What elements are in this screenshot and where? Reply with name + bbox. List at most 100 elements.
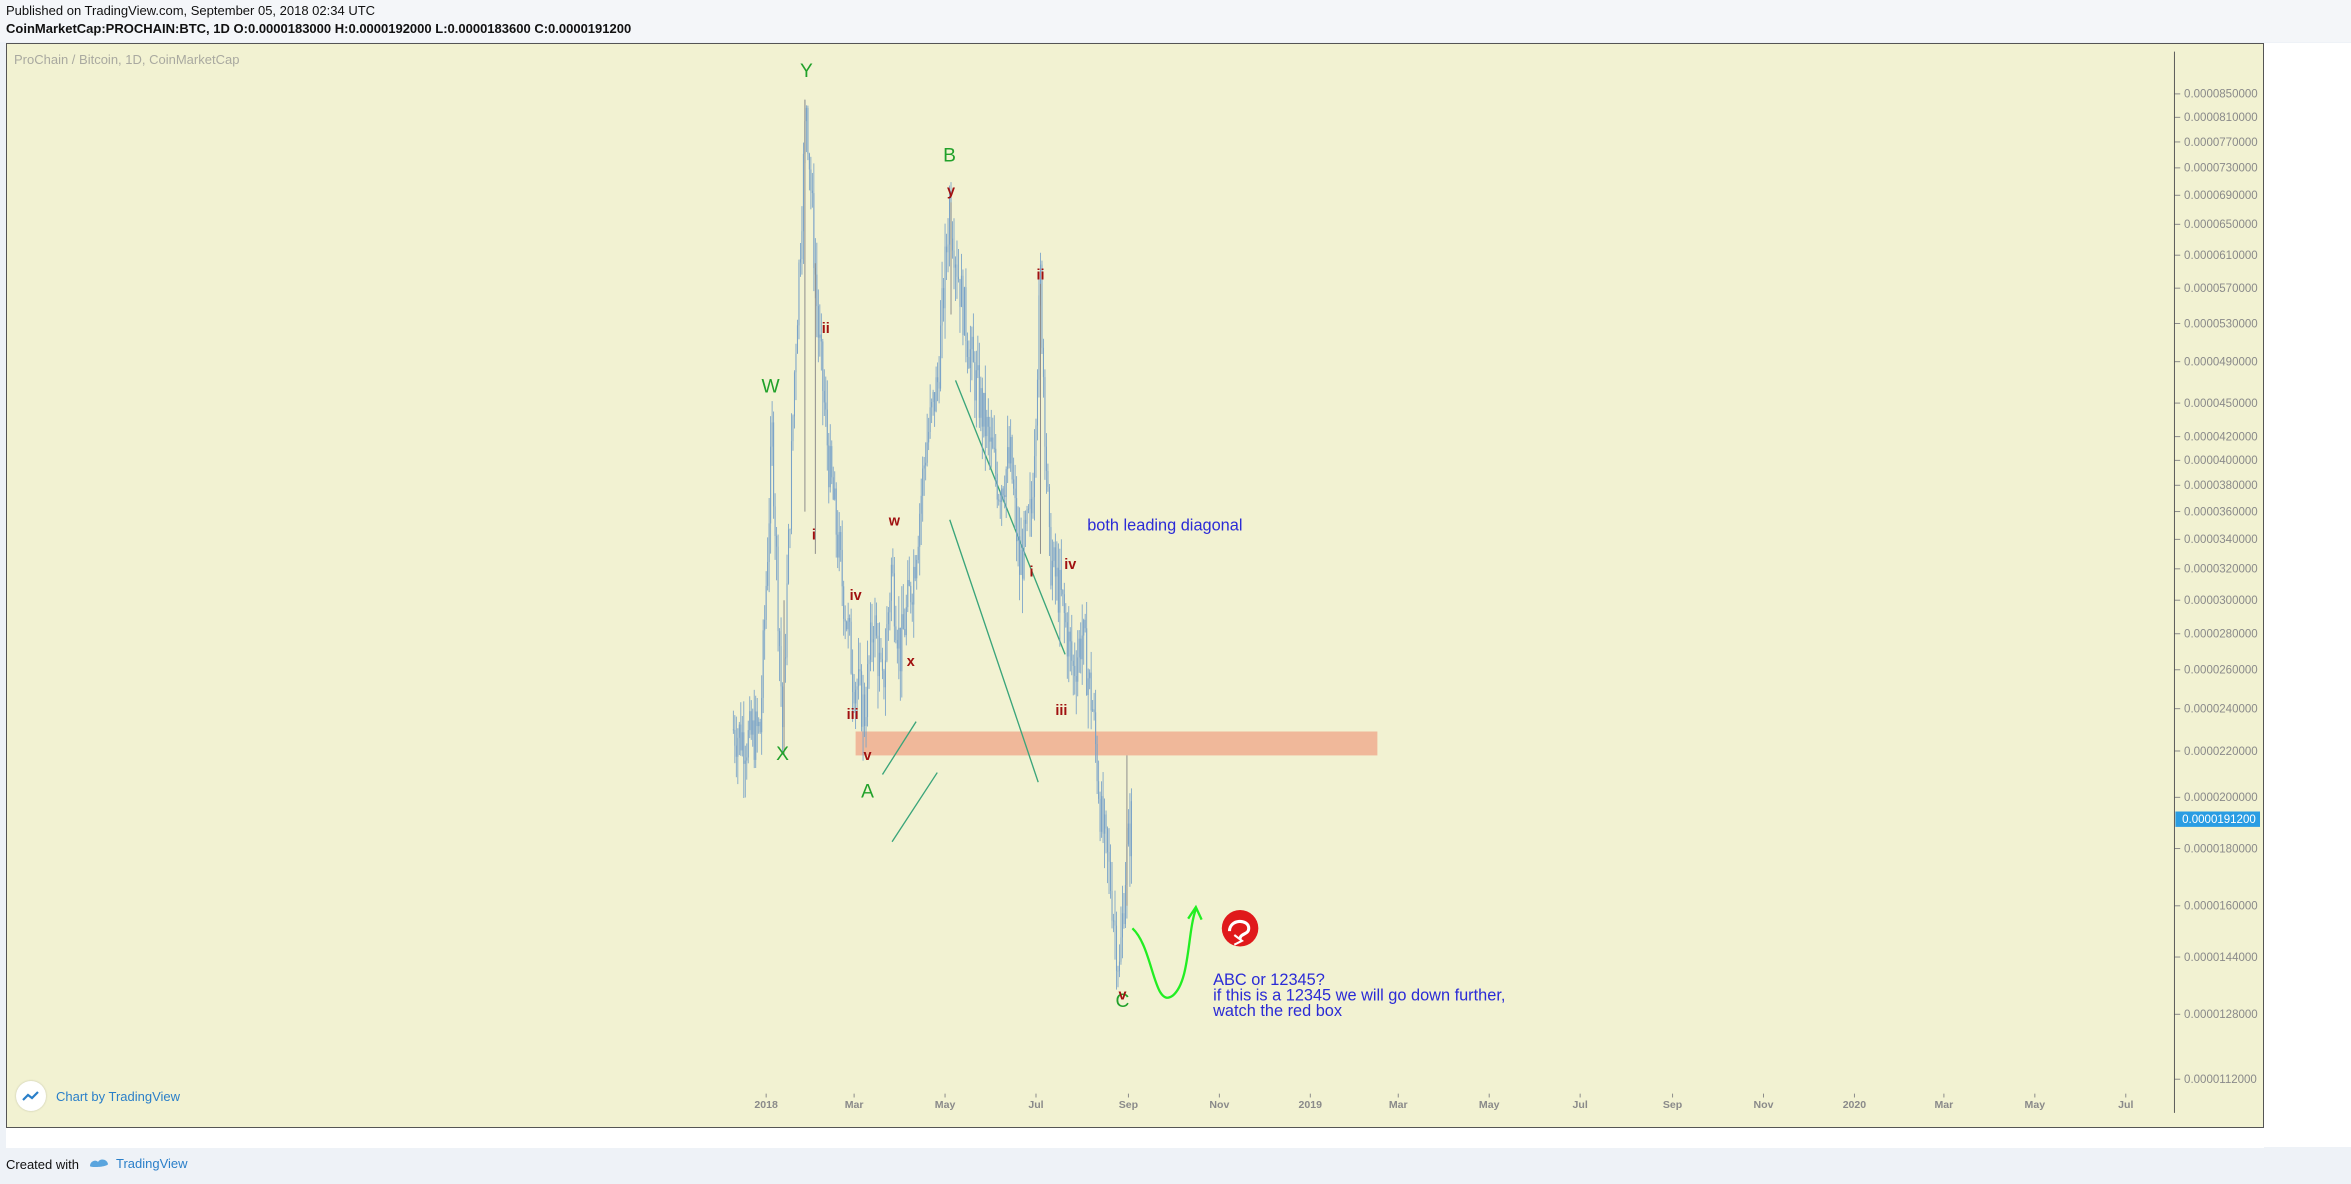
x-tick-label: Mar (1934, 1099, 1953, 1111)
candle-body (807, 107, 809, 154)
price-axis[interactable] (2264, 43, 2351, 1147)
candle-body (957, 276, 959, 280)
candle-body (831, 446, 833, 478)
candle-body (977, 365, 979, 371)
y-tick-label: 0.0000160000 (2184, 901, 2258, 913)
candle-body (901, 614, 903, 672)
time-axis[interactable] (6, 1127, 2264, 1148)
wave-label-minor: iv (1064, 557, 1076, 573)
wave-label-minor: iv (850, 588, 862, 604)
low-label: L: (435, 21, 448, 36)
candle-body (969, 349, 971, 368)
candle-body (1019, 536, 1021, 575)
candle-body (779, 631, 781, 647)
candle-body (1054, 547, 1056, 577)
candle-body (1095, 712, 1097, 745)
candle-body (871, 622, 873, 643)
candle-body (1023, 519, 1025, 579)
footer-brand-label: TradingView (116, 1156, 188, 1171)
candle-body (1101, 796, 1103, 832)
note-line2: if this is a 12345 we will go down furth… (1213, 986, 1505, 1004)
candle-body (1111, 890, 1113, 921)
wave-label-minor: iii (1055, 703, 1067, 719)
candle-body (872, 639, 875, 643)
close-label: C: (534, 21, 549, 36)
red-warning-icon[interactable] (1221, 910, 1259, 947)
candle-body (741, 732, 743, 751)
candle-body (1044, 377, 1046, 447)
candle-body (773, 422, 775, 507)
candle-body (1086, 628, 1088, 696)
chart-by-tradingview-badge[interactable]: Chart by TradingView (16, 1081, 180, 1111)
candle-body (1104, 814, 1106, 834)
x-tick-label: 2019 (1299, 1099, 1323, 1111)
candle-body (1077, 657, 1079, 682)
candle-body (999, 500, 1001, 502)
red-box-zone[interactable] (855, 731, 1378, 756)
candle-body (764, 619, 766, 631)
candle-body (1117, 970, 1119, 972)
wave-label-minor: iii (847, 707, 859, 723)
candle-body (802, 153, 804, 232)
candle-body (1032, 497, 1034, 514)
candle-body (793, 372, 796, 417)
candle-body (844, 618, 846, 622)
candle-body (747, 730, 749, 758)
candle-body (980, 388, 982, 418)
wave-label-minor: i (812, 527, 816, 543)
candle-body (1099, 798, 1101, 832)
candle-body (1022, 549, 1024, 579)
candle-body (935, 377, 937, 412)
candle-body (858, 669, 860, 687)
y-tick-label: 0.0000340000 (2184, 534, 2258, 546)
candle-body (825, 402, 827, 410)
candle-body (750, 711, 752, 735)
chart-frame[interactable] (6, 43, 2264, 1147)
candle-body (780, 646, 782, 687)
y-tick-label: 0.0000770000 (2184, 137, 2258, 149)
candle-body (925, 462, 927, 466)
wave-label-minor: ii (1036, 268, 1044, 284)
candle-body (1008, 447, 1010, 464)
candle-body (1089, 672, 1091, 679)
candle-body (782, 686, 784, 727)
tradingview-brand-link[interactable]: TradingView (88, 1155, 188, 1172)
candle-body (932, 392, 934, 403)
x-tick-label: Jul (1573, 1099, 1588, 1111)
candle-body (866, 664, 869, 718)
candle-body (944, 246, 946, 309)
y-tick-label: 0.0000280000 (2184, 629, 2258, 641)
candle-body (895, 626, 897, 640)
candle-body (799, 259, 801, 263)
candle-body (1004, 495, 1006, 498)
candle-body (928, 431, 930, 443)
candle-body (1098, 781, 1100, 799)
candle-body (948, 197, 951, 245)
candle-body (820, 334, 822, 342)
candle-body (770, 446, 772, 524)
candle-body (878, 652, 880, 677)
candle-body (734, 729, 736, 746)
y-tick-label: 0.0000144000 (2184, 952, 2258, 964)
candle-body (989, 426, 991, 442)
candle-body (1001, 488, 1003, 502)
candle-body (1093, 709, 1095, 713)
y-tick-label: 0.0000220000 (2184, 746, 2258, 758)
wave-label-minor: x (907, 654, 915, 670)
candle-body (1105, 814, 1107, 829)
candle-body (1029, 498, 1031, 509)
candle-body (986, 416, 988, 437)
candle-body (905, 607, 907, 636)
badge-label: Chart by TradingView (56, 1088, 181, 1104)
candle-body (758, 721, 760, 727)
candle-body (1020, 549, 1022, 575)
candle-body (813, 193, 815, 269)
wave-label-minor: ii (822, 321, 830, 337)
y-tick-label: 0.0000380000 (2184, 480, 2258, 492)
candle-body (1081, 635, 1083, 660)
candle-body (856, 686, 858, 690)
candle-body (829, 446, 831, 488)
candle-body (1096, 744, 1098, 782)
candle-body (861, 671, 863, 727)
